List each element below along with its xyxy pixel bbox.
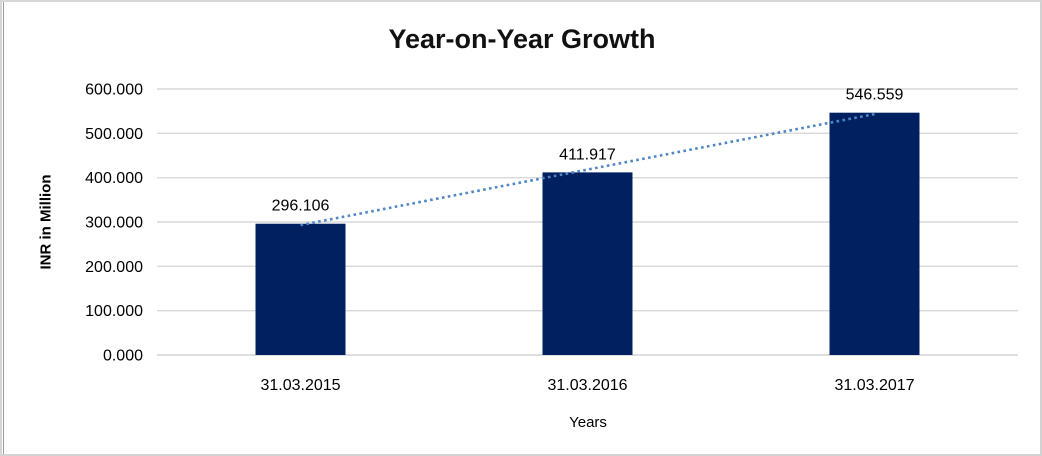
x-axis-title: Years [569, 414, 607, 431]
x-category-label: 31.03.2017 [834, 377, 914, 394]
x-category-label: 31.03.2016 [547, 377, 627, 394]
bar [255, 223, 346, 355]
y-tick-label: 0.000 [103, 348, 143, 365]
y-tick-label: 100.000 [85, 303, 143, 320]
x-category-label: 31.03.2015 [260, 377, 340, 394]
y-tick-label: 200.000 [85, 259, 143, 276]
bar-data-label: 411.917 [559, 146, 616, 163]
y-tick-label: 600.000 [85, 82, 143, 99]
trendline-dotted [300, 112, 875, 227]
bar-data-label: 296.106 [272, 198, 330, 215]
y-tick-label: 500.000 [85, 126, 143, 143]
bar-data-label: 546.559 [846, 87, 904, 104]
y-tick-label: 300.000 [85, 215, 143, 232]
bar [829, 112, 920, 356]
bar [542, 172, 633, 355]
y-tick-label: 400.000 [85, 170, 143, 187]
chart-title: Year-on-Year Growth [388, 24, 656, 54]
